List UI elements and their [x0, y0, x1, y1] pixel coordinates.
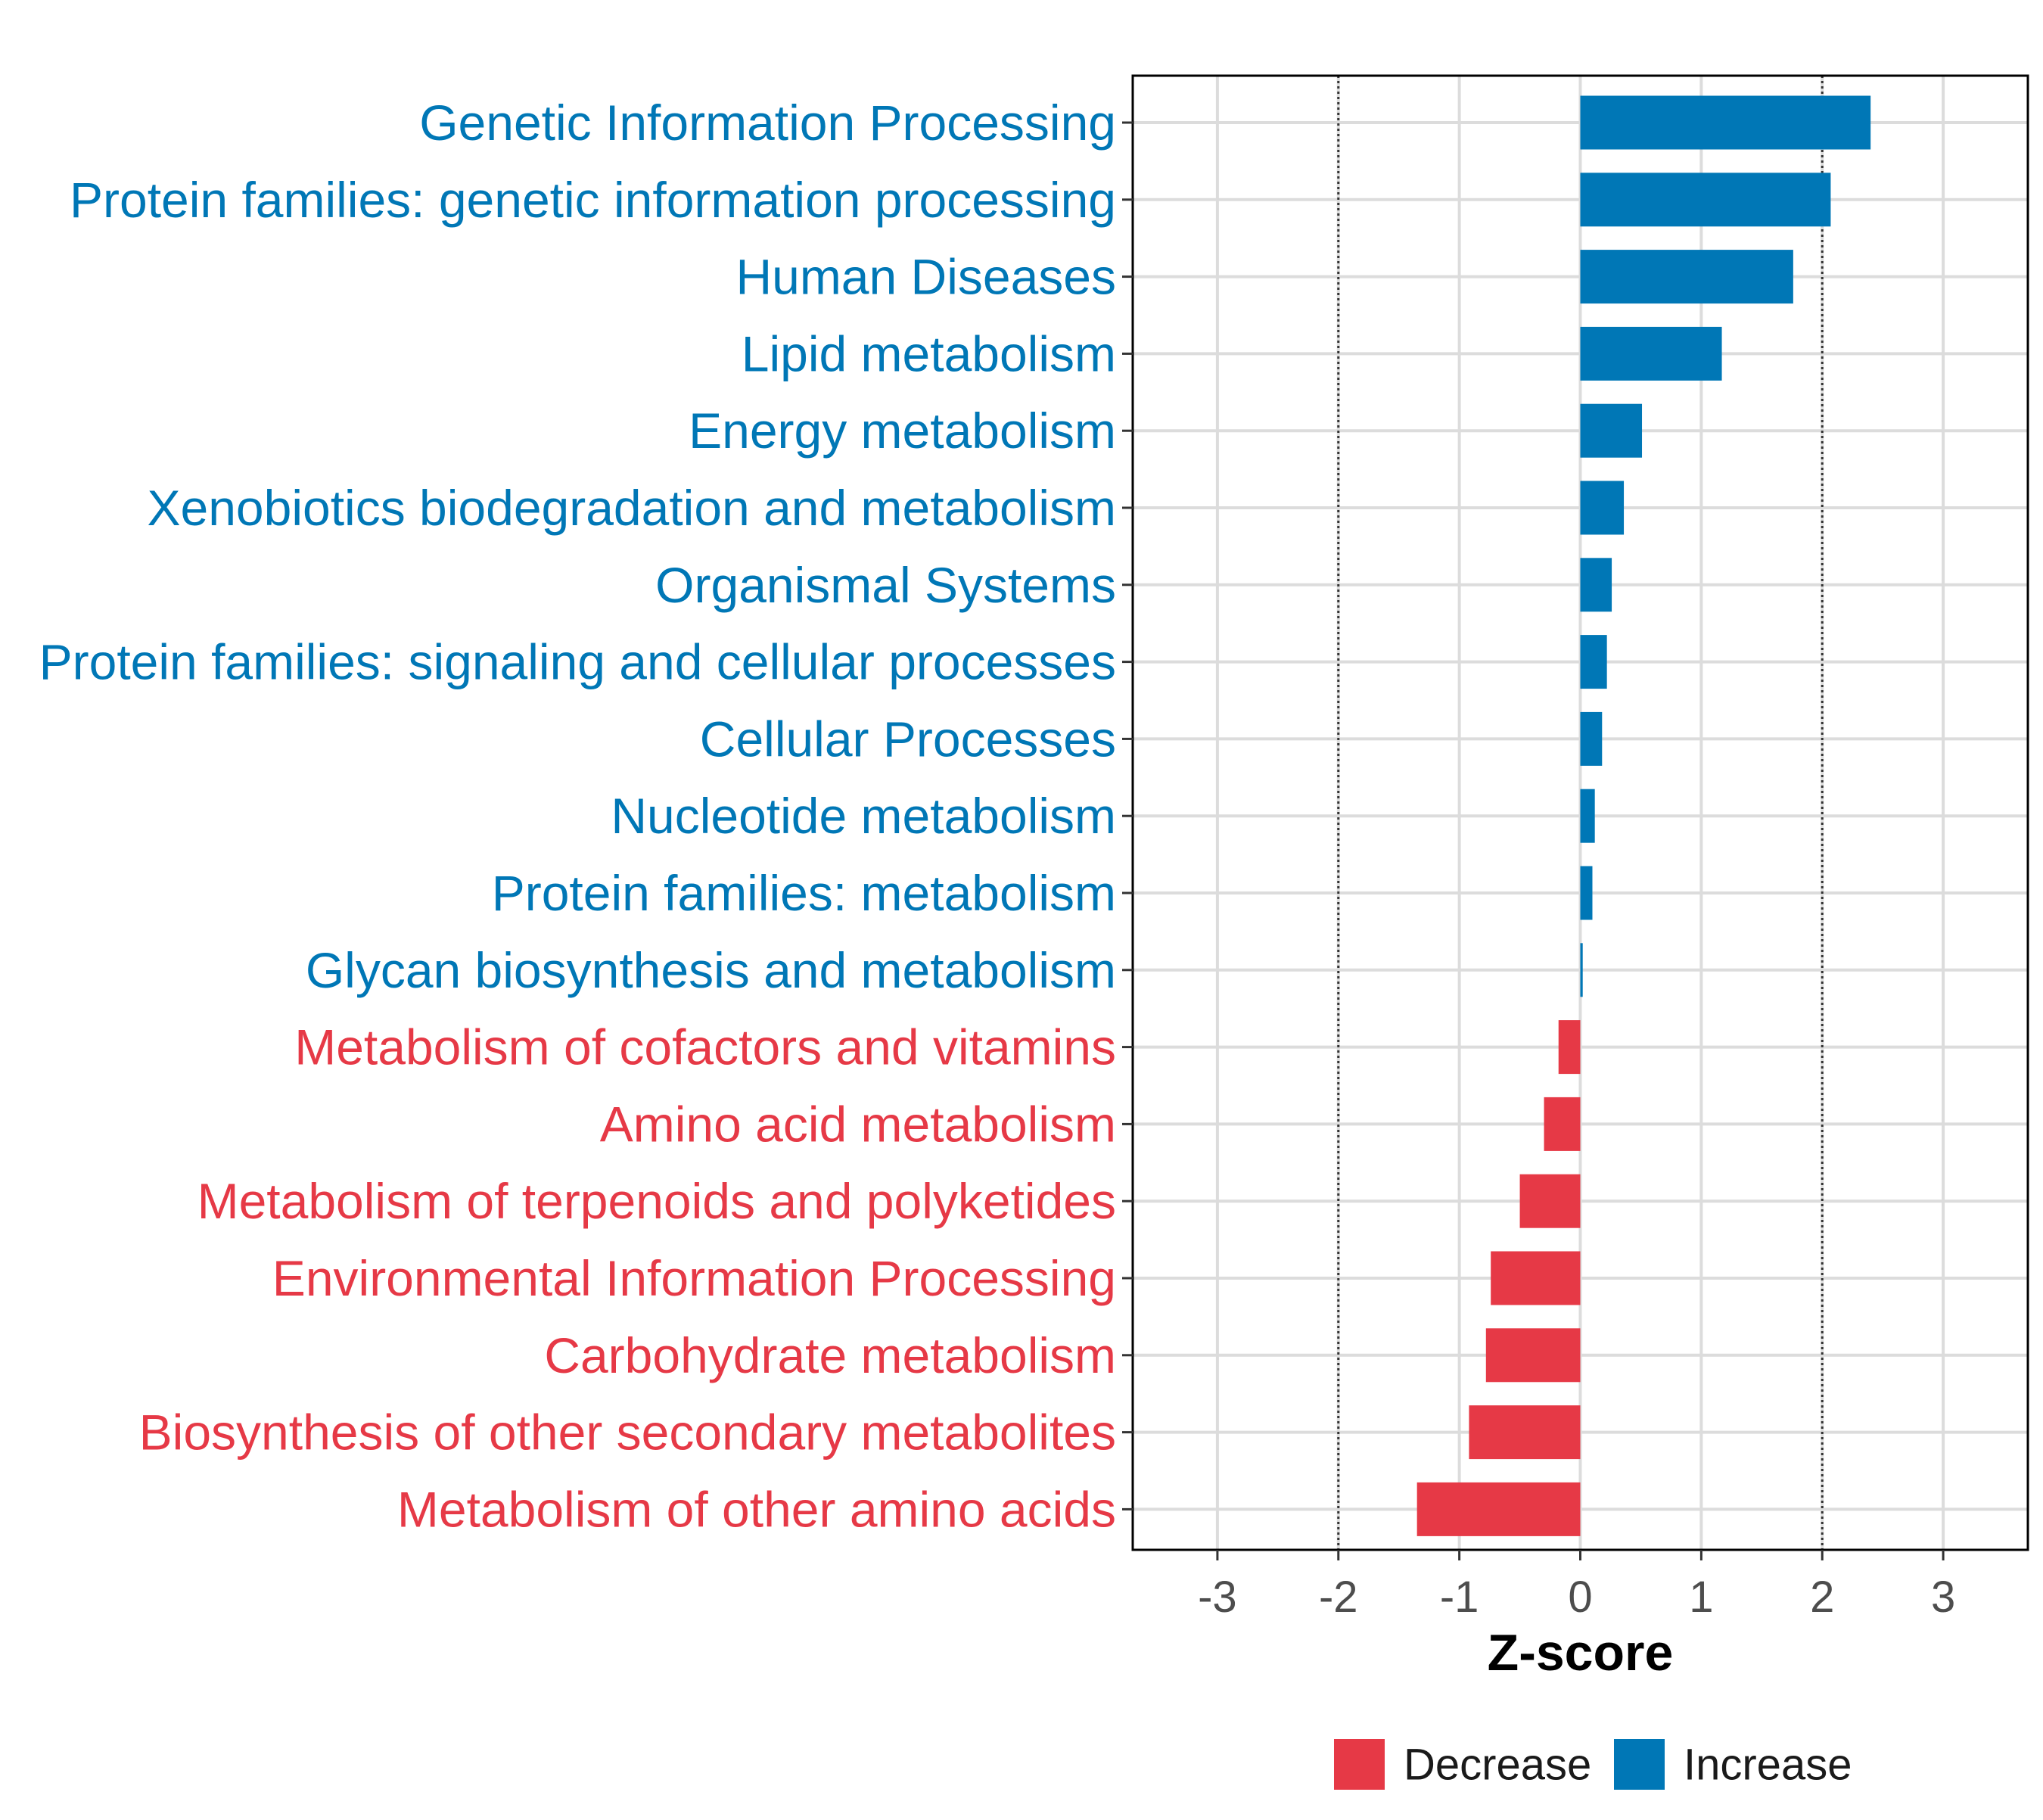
y-tick-label-5: Xenobiotics biodegradation and metabolis… [148, 480, 1117, 536]
y-tick-label-10: Protein families: metabolism [492, 865, 1116, 921]
y-tick-label-14: Metabolism of terpenoids and polyketides [197, 1173, 1116, 1229]
y-tick-label-15: Environmental Information Processing [272, 1250, 1116, 1306]
y-tick-label-1: Protein families: genetic information pr… [70, 172, 1116, 228]
y-tick-label-16: Carbohydrate metabolism [544, 1327, 1116, 1383]
bar-9 [1580, 789, 1595, 843]
bar-13 [1544, 1097, 1581, 1151]
y-tick-label-9: Nucleotide metabolism [611, 788, 1116, 844]
y-tick-label-8: Cellular Processes [700, 711, 1116, 767]
legend-swatch-decrease [1334, 1739, 1385, 1790]
bar-4 [1580, 403, 1643, 458]
y-tick-label-6: Organismal Systems [655, 557, 1116, 613]
x-axis-title: Z-score [1488, 1624, 1674, 1682]
y-tick-label-11: Glycan biosynthesis and metabolism [306, 942, 1116, 998]
y-tick-label-4: Energy metabolism [689, 403, 1116, 459]
x-tick-layer: -3 -2 -1 0 1 2 3 [1198, 1550, 1955, 1622]
bar-17 [1469, 1405, 1581, 1460]
bar-layer [1416, 95, 1871, 1536]
bar-7 [1580, 635, 1607, 689]
bar-3 [1580, 326, 1722, 381]
bar-6 [1580, 558, 1612, 612]
legend-label-increase: Increase [1684, 1741, 1852, 1790]
bar-5 [1580, 481, 1625, 535]
bar-11 [1580, 943, 1583, 997]
x-tick-label-3: 0 [1568, 1573, 1592, 1622]
bar-10 [1580, 866, 1593, 920]
bar-15 [1491, 1251, 1581, 1305]
y-tick-label-13: Amino acid metabolism [600, 1096, 1116, 1152]
bar-18 [1416, 1482, 1581, 1536]
y-tick-label-18: Metabolism of other amino acids [397, 1481, 1116, 1537]
x-tick-label-2: -1 [1440, 1573, 1479, 1622]
threshold-layer [1337, 76, 1824, 1550]
x-tick-label-5: 2 [1810, 1573, 1834, 1622]
bar-16 [1485, 1328, 1581, 1383]
legend: Decrease Increase [1334, 1739, 1852, 1790]
y-tick-layer: Genetic Information Processing Protein fa… [39, 95, 1133, 1537]
y-tick-label-3: Lipid metabolism [742, 325, 1116, 381]
bar-14 [1519, 1174, 1581, 1228]
y-tick-label-12: Metabolism of cofactors and vitamins [294, 1019, 1116, 1075]
y-tick-label-2: Human Diseases [735, 249, 1116, 305]
y-tick-label-0: Genetic Information Processing [419, 95, 1116, 151]
x-tick-label-4: 1 [1689, 1573, 1713, 1622]
bar-1 [1580, 173, 1831, 227]
x-tick-label-1: -2 [1319, 1573, 1358, 1622]
y-tick-label-7: Protein families: signaling and cellular… [39, 634, 1116, 690]
x-tick-label-6: 3 [1931, 1573, 1955, 1622]
bar-8 [1580, 711, 1603, 766]
bar-2 [1580, 250, 1793, 304]
y-tick-label-17: Biosynthesis of other secondary metaboli… [139, 1405, 1116, 1461]
x-tick-label-0: -3 [1198, 1573, 1237, 1622]
legend-swatch-increase [1614, 1739, 1665, 1790]
bar-12 [1558, 1020, 1581, 1075]
legend-label-decrease: Decrease [1404, 1741, 1591, 1790]
bar-0 [1580, 95, 1871, 150]
